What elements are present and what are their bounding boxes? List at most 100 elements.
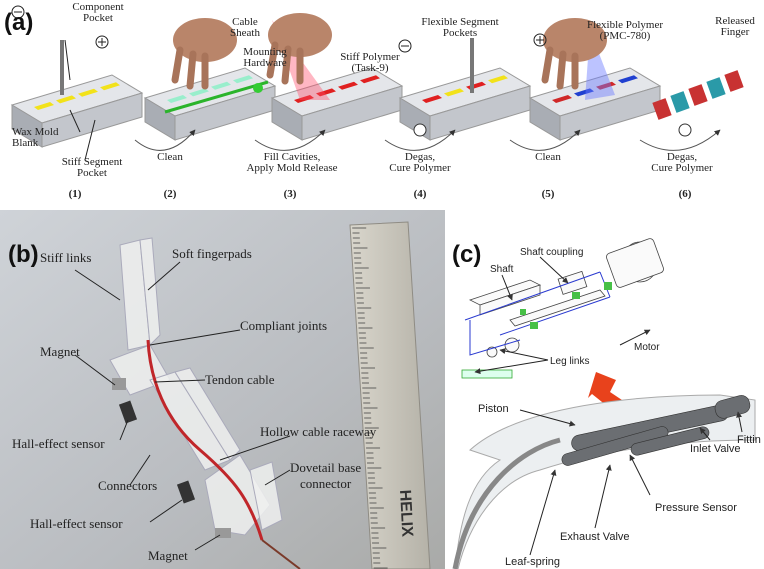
mechanism-lines (464, 271, 611, 356)
panel-c: Shaft coupling Shaft Motor Leg links Pis… (452, 238, 761, 569)
annotation: Wax Mold (12, 126, 59, 138)
annotation: Soft fingerpads (172, 246, 252, 261)
ruler (349, 221, 431, 569)
annotation: Flexible Polymer (587, 19, 663, 31)
pocket (78, 88, 98, 97)
fingers (266, 41, 304, 85)
pocket (552, 95, 572, 103)
annotation: Mounting (243, 46, 287, 58)
finger-segment (724, 70, 744, 92)
annotation: Cure Polymer (389, 162, 451, 174)
pocket (618, 75, 638, 84)
annotation: Leaf-spring (505, 556, 560, 568)
polarity-icon (536, 36, 544, 44)
sensor (176, 480, 196, 504)
annotation: Released (715, 15, 755, 27)
step-label: (2) (164, 188, 177, 200)
annotation: Degas, (667, 151, 697, 163)
annotation: Apply Mold Release (246, 162, 337, 174)
process-arrow (639, 129, 721, 151)
annotation: Pressure Sensor (655, 502, 737, 514)
annotation: Motor (634, 342, 660, 353)
annotation: Magnet (148, 548, 188, 563)
annotation: Pockets (443, 27, 477, 39)
step-label: (1) (69, 188, 82, 200)
needle (60, 40, 64, 95)
pocket (233, 75, 253, 84)
ruler-ticks (352, 227, 388, 569)
annotation: Fill Cavities, (264, 151, 321, 163)
mold-side (529, 97, 561, 141)
annotation: Clean (535, 151, 561, 163)
pocket (444, 88, 464, 97)
hand (268, 13, 332, 57)
mold-side (271, 97, 303, 141)
ruler-brand: HELIX (396, 489, 415, 537)
finger-segment (652, 98, 672, 120)
annotation: Clean (157, 151, 183, 163)
annotation: Finger (721, 26, 750, 38)
annotation: Hollow cable raceway (260, 424, 377, 439)
annotation: Degas, (405, 151, 435, 163)
magnet (215, 528, 231, 538)
pocket (189, 88, 209, 97)
annotation: Compliant joints (240, 318, 327, 333)
pocket (360, 75, 380, 84)
polarity-icon (11, 5, 25, 19)
process-arrow (254, 129, 326, 151)
finger-segment (688, 84, 708, 106)
annotation: Piston (478, 403, 509, 415)
annotation: Stiff links (40, 250, 91, 265)
pocket (100, 82, 120, 91)
annotation: Dovetail base (290, 460, 361, 475)
leader-line (84, 119, 96, 161)
panel-label: (c) (452, 241, 481, 268)
process-arrow (384, 129, 456, 151)
annotation: (Task-9) (351, 62, 388, 74)
cylinders (561, 395, 751, 466)
annotation: Inlet Valve (690, 443, 741, 455)
step-label: (3) (284, 188, 297, 200)
annotation: Hall-effect sensor (12, 436, 105, 451)
magnet (112, 378, 126, 390)
mold-side (11, 104, 43, 148)
polarity-icon (398, 39, 412, 53)
hardware (253, 83, 263, 93)
panel-b: HELIX Stiff links Soft fingerpads Compli… (0, 210, 445, 569)
annotation: Hall-effect sensor (30, 516, 123, 531)
annotation: Cure Polymer (651, 162, 713, 174)
leader-line (64, 39, 71, 81)
pocket (422, 95, 442, 103)
hand (173, 18, 237, 62)
pocket (294, 95, 314, 103)
fingers (541, 46, 579, 90)
finger-segment (706, 77, 726, 99)
annotation: Fittin (737, 434, 761, 446)
step-label: (5) (542, 188, 555, 200)
annotation: Shaft coupling (520, 247, 583, 258)
clock-icon (678, 123, 692, 137)
annotation: Component (72, 1, 123, 13)
annotation: Cable (232, 16, 258, 28)
panel-label: (a) (4, 9, 33, 36)
annotation: Blank (12, 137, 39, 149)
couplings (520, 282, 612, 329)
hand (543, 18, 607, 62)
finger-segment (670, 91, 690, 113)
process-arrow (509, 129, 581, 151)
process-arrow (134, 129, 196, 151)
annotation: Shaft (490, 264, 514, 275)
annotation: Pocket (83, 12, 113, 24)
annotation: Leg links (550, 356, 589, 367)
annotation: Connectors (98, 478, 157, 493)
pocket (167, 95, 187, 103)
pocket (574, 88, 594, 97)
fingers (171, 46, 209, 90)
annotation: Flexible Segment (421, 16, 498, 28)
step-label: (6) (679, 188, 692, 200)
mold-side (144, 97, 176, 141)
annotation: Tendon cable (205, 372, 275, 387)
panel-label: (b) (8, 241, 39, 268)
